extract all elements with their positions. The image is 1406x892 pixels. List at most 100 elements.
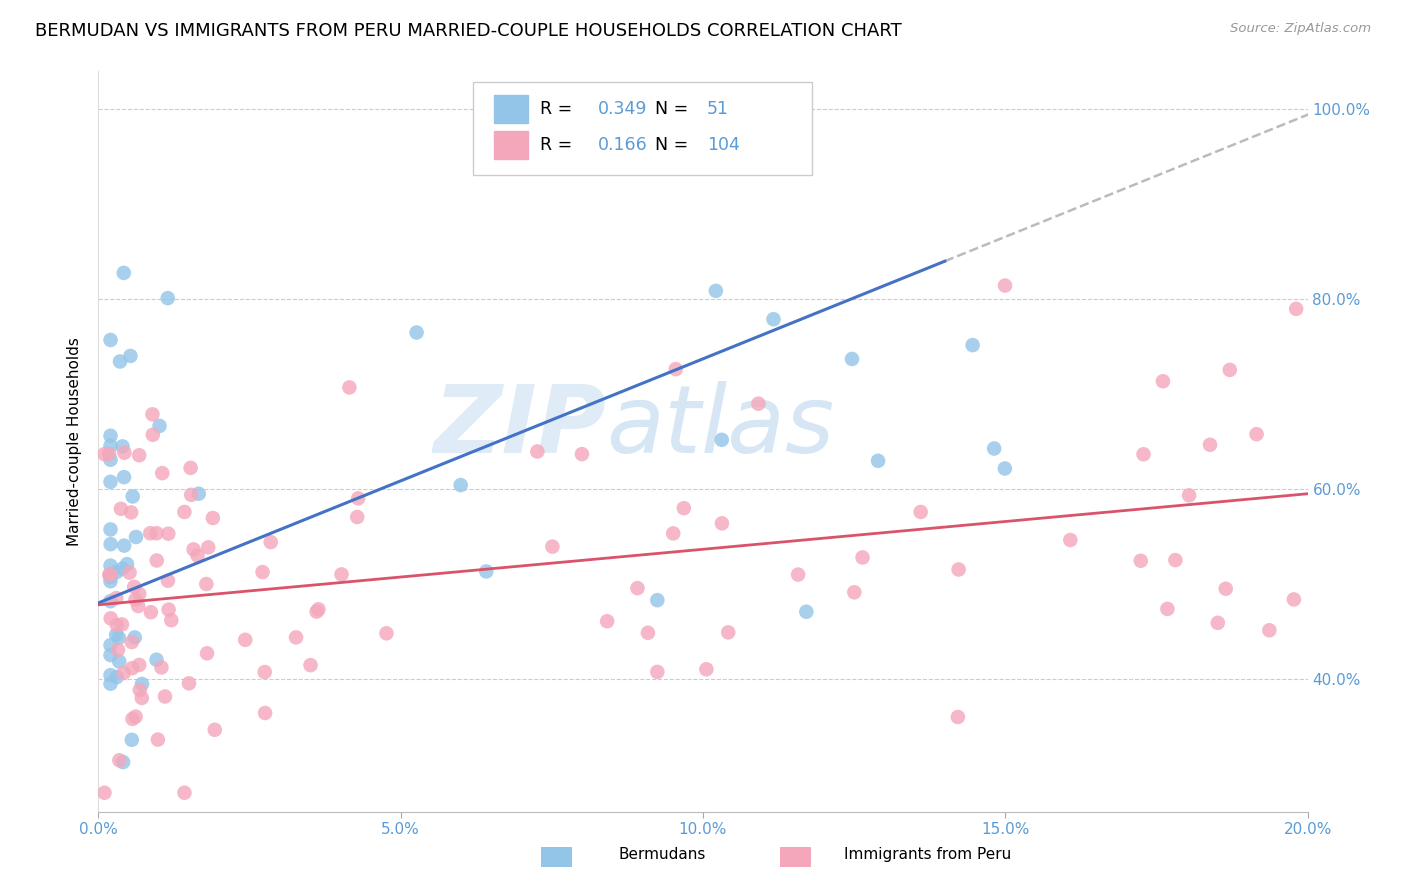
Point <box>1258 624 1281 638</box>
Point <box>105 670 128 684</box>
Point <box>1199 438 1222 452</box>
Y-axis label: Married-couple Households: Married-couple Households <box>67 337 83 546</box>
Point <box>100 439 122 453</box>
Point <box>150 466 173 480</box>
Point <box>112 470 135 484</box>
Text: Bermudans: Bermudans <box>619 847 706 862</box>
Point <box>187 486 209 500</box>
Point <box>98 567 121 582</box>
Point <box>93 447 115 461</box>
Point <box>1206 615 1229 630</box>
Point <box>160 613 183 627</box>
Text: BERMUDAN VS IMMIGRANTS FROM PERU MARRIED-COUPLE HOUSEHOLDS CORRELATION CHART: BERMUDAN VS IMMIGRANTS FROM PERU MARRIED… <box>35 22 901 40</box>
Point <box>201 511 224 525</box>
Point <box>180 461 202 475</box>
Point <box>1282 592 1305 607</box>
Text: 0.349: 0.349 <box>598 100 647 118</box>
Point <box>994 461 1017 475</box>
Text: 0.166: 0.166 <box>598 136 648 154</box>
Point <box>983 442 1005 456</box>
Point <box>125 530 148 544</box>
Point <box>108 354 131 368</box>
Point <box>139 526 162 541</box>
Point <box>121 732 143 747</box>
Point <box>173 505 195 519</box>
Point <box>665 362 688 376</box>
Point <box>100 523 122 537</box>
Point <box>145 553 167 567</box>
Point <box>710 516 733 531</box>
Point <box>141 407 163 421</box>
Point <box>131 677 153 691</box>
Point <box>204 723 226 737</box>
Point <box>299 658 322 673</box>
Point <box>108 753 131 767</box>
Point <box>100 611 122 625</box>
Point <box>128 448 150 462</box>
Point <box>197 541 219 555</box>
Point <box>173 786 195 800</box>
Point <box>571 447 593 461</box>
Point <box>100 668 122 682</box>
Point <box>145 526 167 541</box>
Point <box>285 631 308 645</box>
Point <box>704 284 727 298</box>
Point <box>252 565 274 579</box>
Point <box>662 526 685 541</box>
Point <box>100 638 122 652</box>
Point <box>157 602 180 616</box>
Point <box>124 709 146 723</box>
Point <box>637 625 659 640</box>
Point <box>787 567 810 582</box>
Point <box>111 617 134 632</box>
Point <box>124 631 146 645</box>
Point <box>98 447 121 461</box>
Text: atlas: atlas <box>606 381 835 472</box>
Point <box>105 618 128 632</box>
Point <box>128 683 150 698</box>
Text: N =: N = <box>655 136 693 154</box>
Point <box>124 592 146 607</box>
Point <box>105 628 128 642</box>
Point <box>1215 582 1237 596</box>
Point <box>710 433 733 447</box>
Text: 104: 104 <box>707 136 740 154</box>
Point <box>307 602 329 616</box>
Point <box>910 505 932 519</box>
Point <box>946 710 969 724</box>
Point <box>962 338 984 352</box>
Point <box>233 632 256 647</box>
Point <box>346 510 368 524</box>
Point <box>115 557 138 571</box>
Point <box>994 278 1017 293</box>
Text: ZIP: ZIP <box>433 381 606 473</box>
Point <box>112 539 135 553</box>
Point <box>260 535 283 549</box>
Point <box>139 605 162 619</box>
Point <box>128 587 150 601</box>
Text: Immigrants from Peru: Immigrants from Peru <box>844 847 1011 862</box>
Point <box>105 565 128 579</box>
Point <box>305 605 328 619</box>
Point <box>146 732 169 747</box>
Point <box>100 594 122 608</box>
Point <box>1246 427 1268 442</box>
Point <box>145 653 167 667</box>
Point <box>120 349 142 363</box>
Point <box>717 625 740 640</box>
Point <box>148 418 170 433</box>
Point <box>100 676 122 690</box>
Point <box>330 567 353 582</box>
Point <box>1285 301 1308 316</box>
Point <box>100 558 122 573</box>
Point <box>851 550 873 565</box>
Point <box>868 454 890 468</box>
Point <box>107 643 129 657</box>
Point <box>127 599 149 613</box>
Point <box>121 661 143 675</box>
Point <box>195 646 218 660</box>
Point <box>347 491 370 506</box>
Point <box>841 351 863 366</box>
Point <box>948 562 970 576</box>
Point <box>98 567 121 582</box>
